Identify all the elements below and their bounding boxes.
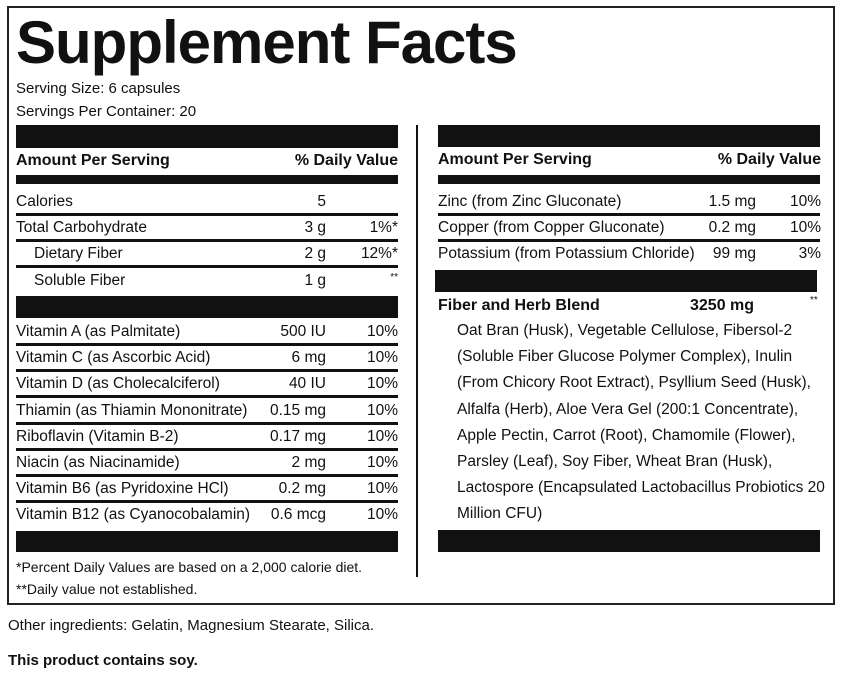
column-divider — [416, 125, 418, 577]
facts-panel — [7, 6, 835, 605]
nutrient-amount: 40 IU — [288, 375, 326, 393]
nutrient-daily-value: 10% — [366, 323, 398, 340]
thick-divider — [438, 125, 820, 147]
nutrient-amount: 3 g — [304, 219, 326, 237]
nutrient-row: Thiamin (as Thiamin Mononitrate) 0.15 mg 1… — [16, 399, 398, 425]
nutrient-row: Vitamin B6 (as Pyridoxine HCl) 0.2 mg 10% — [16, 477, 398, 504]
nutrient-daily-value: 10% — [366, 401, 398, 419]
nutrient-row: Vitamin D (as Cholecalciferol) 40 IU 10% — [16, 372, 398, 399]
thick-divider — [16, 531, 398, 552]
nutrient-row: Dietary Fiber 2 g 12%* — [16, 242, 398, 269]
nutrient-row: Copper (from Copper Gluconate) 0.2 mg 10% — [438, 216, 821, 243]
left-header-dv: % Daily Value — [294, 152, 398, 169]
nutrient-daily-value: 10% — [366, 480, 398, 498]
nutrient-name: Zinc (from Zinc Gluconate) — [438, 193, 622, 210]
nutrient-amount: 0.2 mg — [278, 480, 326, 498]
nutrient-amount: 6 mg — [291, 349, 326, 367]
nutrient-daily-value: 10% — [366, 375, 398, 393]
nutrient-amount: 0.15 mg — [269, 401, 326, 419]
nutrient-row: Vitamin A (as Palmitate) 500 IU 10% — [16, 320, 398, 346]
nutrient-daily-value: 3% — [798, 245, 821, 263]
nutrient-daily-value: 10% — [366, 506, 398, 524]
nutrient-row: Zinc (from Zinc Gluconate) 1.5 mg 10% — [438, 190, 821, 216]
nutrient-name: Copper (from Copper Gluconate) — [438, 219, 665, 237]
nutrient-daily-value: 10% — [366, 349, 398, 367]
divider — [438, 175, 820, 184]
nutrient-row: Riboflavin (Vitamin B-2) 0.17 mg 10% — [16, 425, 398, 451]
nutrient-amount: 2 g — [304, 245, 326, 263]
serving-size: Serving Size: 6 capsules — [16, 80, 181, 97]
nutrient-amount: 0.2 mg — [708, 219, 756, 237]
nutrient-name: Riboflavin (Vitamin B-2) — [16, 427, 179, 445]
nutrient-name: Soluble Fiber — [34, 271, 126, 289]
nutrient-name: Vitamin D (as Cholecalciferol) — [16, 375, 220, 393]
nutrient-daily-value: ** — [390, 271, 398, 283]
blend-dv: ** — [810, 295, 818, 306]
other-ingredients: Other ingredients: Gelatin, Magnesium St… — [8, 617, 375, 634]
nutrient-amount: 1 g — [304, 271, 326, 289]
nutrient-name: Total Carbohydrate — [16, 219, 147, 237]
nutrient-name: Vitamin B6 (as Pyridoxine HCl) — [16, 480, 229, 498]
right-header-amount: Amount Per Serving — [438, 151, 592, 168]
thick-divider — [16, 125, 398, 148]
nutrient-name: Vitamin C (as Ascorbic Acid) — [16, 349, 211, 367]
thick-divider — [16, 296, 398, 318]
nutrient-row: Niacin (as Niacinamide) 2 mg 10% — [16, 451, 398, 477]
nutrient-row: Total Carbohydrate 3 g 1%* — [16, 216, 398, 243]
nutrient-daily-value: 10% — [366, 427, 398, 445]
thick-divider — [438, 530, 820, 552]
nutrient-daily-value: 1%* — [369, 219, 398, 237]
nutrient-daily-value: 10% — [366, 454, 398, 471]
allergen-statement: This product contains soy. — [8, 652, 198, 669]
nutrient-daily-value: 12%* — [360, 245, 398, 263]
servings-per-container: Servings Per Container: 20 — [16, 103, 197, 120]
nutrient-name: Vitamin B12 (as Cyanocobalamin) — [16, 506, 251, 524]
nutrient-row: Vitamin B12 (as Cyanocobalamin) 0.6 mcg 10… — [16, 503, 398, 529]
nutrient-name: Dietary Fiber — [34, 245, 123, 263]
label-title: Supplement Facts — [16, 9, 518, 76]
blend-name: Fiber and Herb Blend — [438, 297, 600, 314]
nutrient-row: Potassium (from Potassium Chloride) 99 mg… — [438, 242, 821, 268]
nutrient-amount: 2 mg — [291, 454, 326, 471]
nutrient-daily-value: 10% — [789, 193, 821, 210]
nutrient-name: Thiamin (as Thiamin Mononitrate) — [16, 401, 248, 419]
blend-ingredients: Oat Bran (Husk), Vegetable Cellulose, Fi… — [457, 322, 825, 523]
nutrient-daily-value: 10% — [789, 219, 821, 237]
left-header-amount: Amount Per Serving — [16, 152, 170, 169]
nutrient-row: Vitamin C (as Ascorbic Acid) 6 mg 10% — [16, 346, 398, 373]
footnote-percent-dv: *Percent Daily Values are based on a 2,0… — [16, 559, 363, 575]
nutrient-amount: 0.17 mg — [269, 427, 326, 445]
nutrient-name: Calories — [16, 193, 73, 210]
nutrient-amount: 1.5 mg — [708, 193, 756, 210]
footnote-not-established: **Daily value not established. — [16, 581, 198, 597]
nutrient-name: Niacin (as Niacinamide) — [16, 454, 180, 471]
nutrient-amount: 5 — [317, 193, 326, 210]
thick-divider — [435, 270, 817, 292]
nutrient-amount: 500 IU — [280, 323, 326, 340]
nutrient-row: Soluble Fiber 1 g ** — [16, 269, 398, 295]
nutrient-amount: 99 mg — [712, 245, 756, 263]
divider — [16, 175, 398, 184]
right-header-dv: % Daily Value — [717, 151, 821, 168]
nutrient-amount: 0.6 mcg — [270, 506, 326, 524]
nutrient-name: Potassium (from Potassium Chloride) — [438, 245, 695, 263]
nutrient-name: Vitamin A (as Palmitate) — [16, 323, 181, 340]
nutrient-row: Calories 5 — [16, 190, 398, 216]
blend-amount: 3250 mg — [690, 297, 755, 314]
